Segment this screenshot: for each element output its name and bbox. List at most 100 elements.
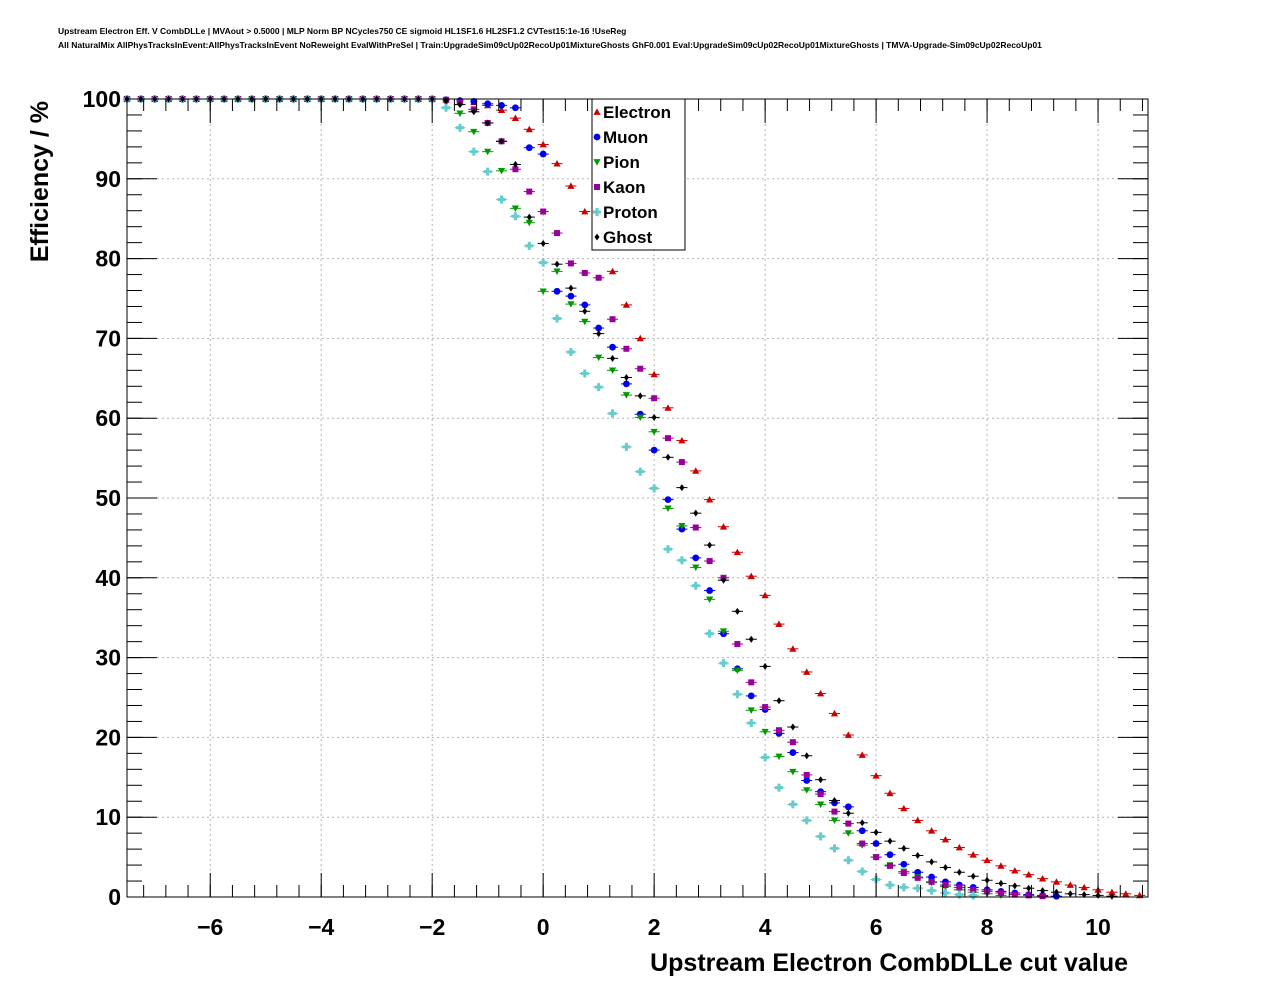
proton-data-point: [802, 816, 811, 825]
pion-data-point: [692, 564, 700, 572]
x-tick-label: 10: [1085, 914, 1111, 940]
proton-data-point: [511, 212, 520, 221]
muon-data-point: [706, 587, 714, 594]
electron-data-point: [733, 548, 741, 556]
ghost-data-point: [610, 354, 616, 362]
kaon-data-point: [692, 524, 699, 531]
legend-label-electron: Electron: [603, 103, 671, 122]
ghost-data-point: [457, 101, 463, 109]
ghost-data-point: [512, 160, 518, 168]
kaon-data-point: [762, 704, 769, 711]
kaon-data-point: [900, 870, 907, 877]
proton-data-point: [788, 800, 797, 809]
electron-data-point: [1066, 881, 1074, 888]
ghost-data-point: [929, 858, 935, 866]
electron-data-point: [1025, 871, 1033, 878]
electron-data-point: [830, 709, 839, 717]
legend-label-kaon: Kaon: [603, 178, 646, 197]
y-tick-label: 90: [95, 166, 121, 192]
pion-data-point: [664, 505, 672, 512]
electron-data-point: [1108, 888, 1116, 896]
pion-data-point: [581, 318, 589, 326]
y-tick-label: 100: [83, 86, 121, 112]
legend: Electron Muon Pion Kaon Proton Ghost: [591, 98, 686, 251]
pion-data-point: [650, 428, 658, 436]
electron-data-point: [1011, 867, 1019, 874]
pion-data-point: [719, 628, 728, 635]
legend-label-proton: Proton: [603, 203, 658, 222]
electron-data-point: [622, 301, 631, 308]
kaon-data-point: [886, 862, 893, 869]
x-tick-label: 2: [648, 914, 661, 940]
proton-data-point: [774, 783, 783, 792]
muon-data-point: [900, 860, 908, 868]
proton-data-point: [691, 581, 700, 590]
muon-data-point: [623, 380, 630, 388]
proton-data-point: [580, 369, 589, 378]
ghost-data-point: [845, 809, 851, 817]
ghost-data-point: [623, 374, 629, 382]
legend-label-muon: Muon: [603, 128, 648, 147]
proton-data-point: [969, 891, 978, 900]
ghost-data-point: [526, 213, 532, 221]
proton-data-point: [636, 467, 645, 476]
ghost-data-point: [1040, 887, 1046, 895]
ghost-data-point: [582, 307, 588, 315]
electron-data-point: [789, 645, 797, 652]
proton-data-point: [483, 167, 492, 176]
pion-data-point: [470, 128, 478, 136]
electron-data-point: [497, 106, 506, 114]
ghost-data-point: [1067, 890, 1073, 898]
electron-data-point: [553, 160, 561, 167]
pion-data-point: [595, 354, 603, 362]
proton-data-point: [927, 886, 936, 895]
muon-data-point: [747, 692, 755, 700]
kaon-data-point: [859, 840, 866, 847]
pion-data-point: [789, 768, 797, 776]
y-tick-label: 40: [95, 565, 121, 591]
kaon-data-point: [956, 884, 963, 891]
kaon-data-point: [970, 886, 977, 893]
pion-data-point: [539, 288, 547, 295]
proton-data-point: [442, 103, 451, 112]
y-tick-label: 20: [95, 724, 121, 750]
ghost-data-point: [1109, 892, 1115, 900]
ghost-data-point: [776, 697, 782, 705]
pion-data-point: [817, 801, 825, 809]
ghost-data-point: [540, 239, 546, 247]
legend-marker-proton: [593, 208, 601, 216]
pion-data-point: [803, 787, 811, 794]
ghost-data-point: [831, 796, 837, 804]
proton-data-point: [497, 195, 506, 204]
kaon-data-point: [942, 882, 949, 889]
ghost-data-point: [1012, 882, 1018, 890]
electron-data-point: [997, 862, 1005, 869]
proton-data-point: [455, 123, 464, 132]
proton-data-point: [608, 409, 617, 418]
electron-data-point: [608, 267, 617, 275]
muon-data-point: [553, 287, 561, 295]
ghost-data-point: [942, 863, 948, 871]
kaon-data-point: [540, 208, 547, 215]
ghost-data-point: [1026, 884, 1032, 892]
electron-data-point: [886, 789, 894, 797]
ghost-data-point: [804, 752, 810, 760]
ghost-data-point: [901, 844, 907, 852]
ghost-data-point: [679, 484, 685, 492]
proton-data-point: [941, 889, 950, 898]
muon-data-point: [567, 292, 575, 300]
ghost-data-point: [887, 837, 893, 845]
muon-data-point: [914, 868, 922, 876]
kaon-data-point: [845, 820, 852, 827]
kaon-data-point: [734, 641, 741, 648]
proton-data-point: [705, 629, 714, 638]
kaon-data-point: [997, 890, 1004, 897]
ghost-data-point: [915, 852, 921, 860]
electron-data-point: [844, 731, 852, 738]
electron-data-point: [678, 436, 686, 444]
electron-data-point: [636, 334, 644, 342]
ghost-data-point: [554, 260, 560, 268]
kaon-data-point: [526, 188, 533, 195]
proton-data-point: [733, 690, 742, 699]
kaon-data-point: [831, 808, 838, 815]
